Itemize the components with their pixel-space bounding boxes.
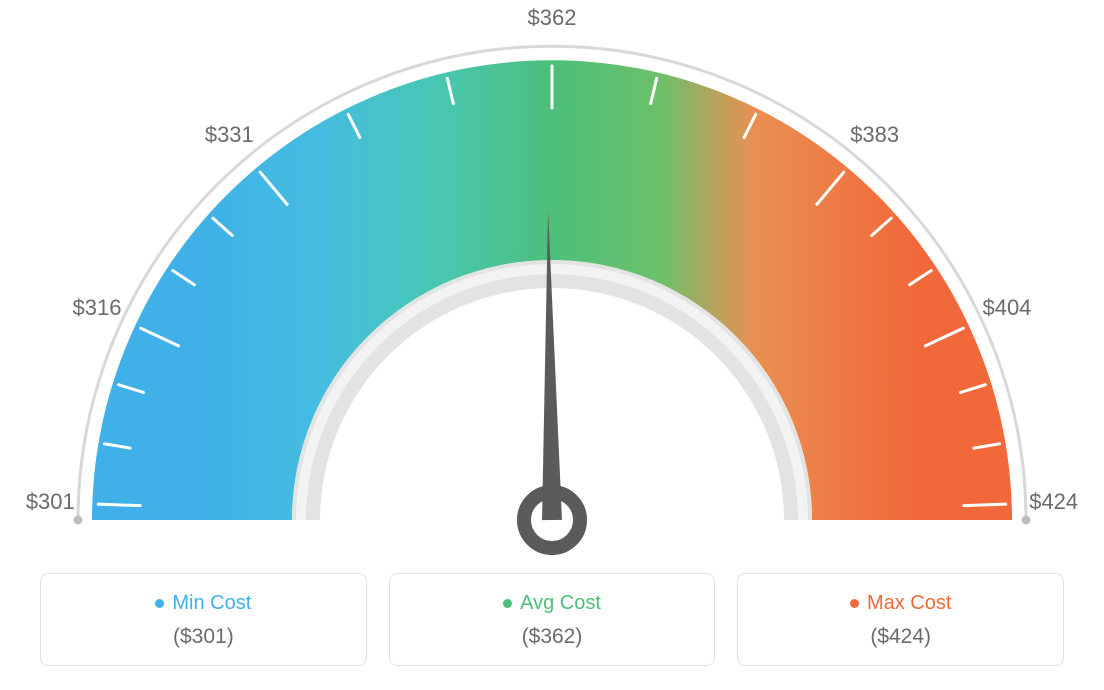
gauge-area: $301 $316 $331 $362 $383 $404 $424 <box>0 0 1104 560</box>
cost-gauge-chart: $301 $316 $331 $362 $383 $404 $424 Min Cost ($… <box>0 0 1104 690</box>
legend-dot-min <box>155 599 164 608</box>
legend-dot-avg <box>503 599 512 608</box>
legend-card-max: Max Cost ($424) <box>737 573 1064 666</box>
legend-value-avg: ($362) <box>400 625 705 649</box>
legend-label-avg: Avg Cost <box>520 592 601 615</box>
legend-card-min: Min Cost ($301) <box>40 573 367 666</box>
legend-row: Min Cost ($301) Avg Cost ($362) Max Cost… <box>40 573 1064 666</box>
gauge-tick-label: $362 <box>528 5 577 31</box>
gauge-tick-label: $404 <box>982 295 1031 321</box>
legend-card-avg: Avg Cost ($362) <box>389 573 716 666</box>
gauge-tick <box>964 504 1006 505</box>
gauge-tick-label: $383 <box>850 122 899 148</box>
gauge-tick-label: $331 <box>205 122 254 148</box>
legend-dot-max <box>850 599 859 608</box>
gauge-rim-cap <box>74 516 83 525</box>
gauge-tick <box>98 504 140 505</box>
legend-title-min: Min Cost <box>155 592 251 615</box>
legend-value-max: ($424) <box>748 625 1053 649</box>
gauge-tick-label: $301 <box>26 489 75 515</box>
legend-title-max: Max Cost <box>850 592 951 615</box>
legend-title-avg: Avg Cost <box>503 592 601 615</box>
gauge-tick-label: $424 <box>1029 489 1078 515</box>
gauge-svg <box>0 0 1104 560</box>
legend-label-max: Max Cost <box>867 592 951 615</box>
legend-value-min: ($301) <box>51 625 356 649</box>
gauge-rim-cap <box>1022 516 1031 525</box>
legend-label-min: Min Cost <box>172 592 251 615</box>
gauge-tick-label: $316 <box>73 295 122 321</box>
